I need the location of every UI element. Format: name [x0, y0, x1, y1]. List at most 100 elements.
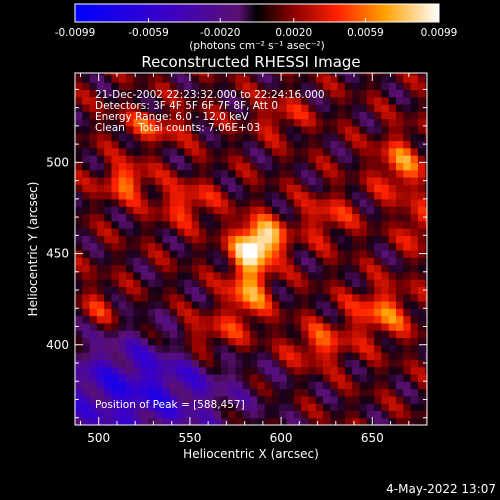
heatmap-cell — [199, 381, 207, 390]
heatmap-cell — [301, 228, 310, 236]
heatmap-cell — [381, 140, 390, 149]
heatmap-cell — [169, 89, 178, 98]
heatmap-cell — [250, 322, 258, 331]
heatmap-cell — [191, 213, 200, 222]
heatmap-cell — [191, 293, 200, 302]
heatmap-cell — [155, 191, 164, 200]
heatmap-cell — [162, 286, 171, 295]
heatmap-cell — [140, 315, 149, 324]
heatmap-cell — [75, 89, 83, 98]
heatmap-cell — [315, 271, 324, 280]
heatmap-cell — [250, 111, 258, 120]
heatmap-cell — [330, 308, 339, 317]
heatmap-cell — [337, 388, 346, 397]
heatmap-cell — [374, 395, 383, 404]
heatmap-cell — [75, 198, 83, 207]
heatmap-cell — [359, 286, 368, 295]
heatmap-cell — [228, 308, 237, 317]
heatmap-cell — [184, 96, 193, 105]
heatmap-cell — [118, 206, 127, 215]
heatmap-cell — [242, 191, 251, 200]
heatmap-cell — [133, 235, 142, 244]
heatmap-cell — [395, 366, 404, 375]
heatmap-cell — [126, 176, 134, 185]
heatmap-cell — [257, 249, 266, 258]
heatmap-cell — [162, 337, 171, 346]
heatmap-cell — [75, 352, 83, 360]
heatmap-cell — [220, 118, 229, 127]
heatmap-cell — [315, 133, 324, 142]
heatmap-cell — [96, 169, 105, 178]
heatmap-cell — [257, 381, 266, 390]
heatmap-cell — [75, 403, 83, 412]
heatmap-cell — [155, 410, 164, 419]
heatmap-cell — [96, 300, 105, 309]
heatmap-cell — [155, 388, 164, 397]
heatmap-cell — [271, 213, 280, 222]
heatmap-cell — [344, 111, 353, 120]
heatmap-cell — [271, 111, 280, 120]
heatmap-cell — [199, 198, 207, 207]
heatmap-cell — [374, 220, 383, 229]
heatmap-cell — [315, 140, 324, 149]
heatmap-cell — [308, 242, 317, 251]
heatmap-cell — [425, 330, 427, 339]
heatmap-cell — [257, 286, 266, 295]
heatmap-cell — [133, 264, 142, 273]
heatmap-cell — [147, 155, 156, 163]
heatmap-cell — [104, 89, 113, 98]
heatmap-cell — [264, 133, 273, 142]
heatmap-cell — [388, 235, 397, 244]
heatmap-cell — [111, 155, 120, 163]
heatmap-cell — [279, 184, 288, 193]
heatmap-cell — [89, 213, 98, 222]
heatmap-cell — [330, 176, 339, 185]
heatmap-cell — [220, 315, 229, 324]
heatmap-cell — [118, 315, 127, 324]
heatmap-cell — [177, 257, 186, 266]
heatmap-cell — [315, 373, 324, 382]
heatmap-cell — [199, 410, 207, 419]
heatmap-cell — [242, 308, 251, 317]
heatmap-cell — [82, 96, 91, 105]
heatmap-cell — [374, 249, 383, 258]
heatmap-cell — [395, 300, 404, 309]
heatmap-cell — [126, 257, 134, 266]
heatmap-cell — [118, 242, 127, 251]
heatmap-cell — [111, 111, 120, 120]
heatmap-cell — [140, 169, 149, 178]
heatmap-cell — [279, 104, 288, 112]
heatmap-cell — [177, 249, 186, 258]
heatmap-cell — [388, 395, 397, 404]
heatmap-cell — [381, 220, 390, 229]
heatmap-cell — [162, 125, 171, 134]
heatmap-cell — [206, 162, 215, 171]
heatmap-cell — [410, 220, 419, 229]
heatmap-cell — [279, 191, 288, 200]
heatmap-cell — [250, 155, 258, 163]
heatmap-cell — [293, 352, 302, 360]
heatmap-cell — [118, 111, 127, 120]
heatmap-cell — [264, 118, 273, 127]
heatmap-cell — [133, 308, 142, 317]
heatmap-cell — [228, 410, 237, 419]
heatmap-cell — [330, 279, 339, 287]
heatmap-cell — [308, 373, 317, 382]
heatmap-cell — [359, 104, 368, 112]
heatmap-cell — [417, 366, 426, 375]
heatmap-cell — [213, 206, 222, 215]
heatmap-cell — [133, 147, 142, 156]
heatmap-cell — [147, 228, 156, 236]
heatmap-cell — [388, 388, 397, 397]
x-axis-label: Heliocentric X (arcsec) — [183, 447, 319, 461]
heatmap-cell — [330, 388, 339, 397]
heatmap-cell — [315, 366, 324, 375]
heatmap-cell — [308, 198, 317, 207]
heatmap-cell — [293, 235, 302, 244]
heatmap-cell — [293, 373, 302, 382]
heatmap-cell — [133, 104, 142, 112]
heatmap-cell — [293, 249, 302, 258]
heatmap-cell — [264, 162, 273, 171]
heatmap-cell — [118, 176, 127, 185]
heatmap-cell — [417, 271, 426, 280]
